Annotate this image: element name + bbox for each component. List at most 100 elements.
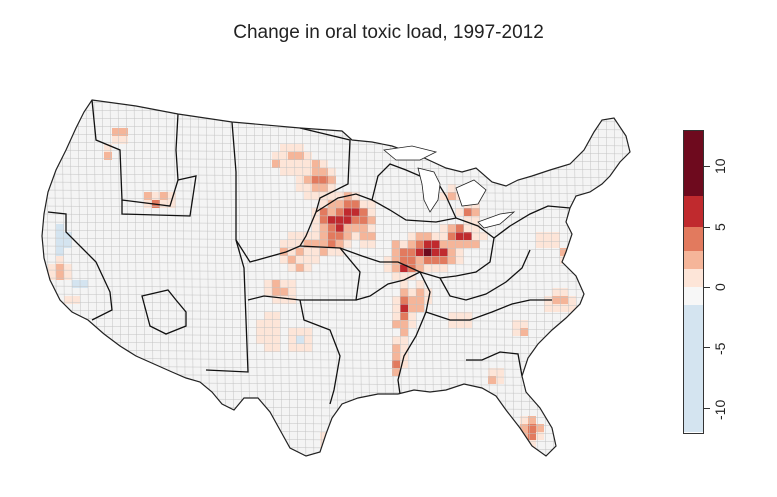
county-cell <box>512 320 520 328</box>
county-line <box>42 453 630 456</box>
county-cell <box>312 248 320 256</box>
county-cell <box>328 192 336 200</box>
county-cell <box>288 264 296 272</box>
legend-tick-label: 5 <box>712 222 728 231</box>
county-cell <box>568 248 576 256</box>
county-cell <box>400 264 408 272</box>
county-line <box>42 237 630 243</box>
county-cell <box>520 416 528 424</box>
county-cell <box>552 232 560 240</box>
county-cell <box>160 192 168 200</box>
legend-bin <box>683 305 703 432</box>
county-cell <box>392 320 400 328</box>
county-cell <box>456 232 464 240</box>
county-cell <box>56 272 64 280</box>
county-cell <box>344 208 352 216</box>
county-cell <box>312 184 320 192</box>
county-cell <box>464 312 472 320</box>
county-cell <box>296 328 304 336</box>
county-cell <box>296 144 304 152</box>
county-cell <box>440 256 448 264</box>
county-cell <box>424 288 432 296</box>
county-cell <box>264 336 272 344</box>
county-cell <box>552 296 560 304</box>
county-cell <box>392 248 400 256</box>
county-cell <box>280 168 288 176</box>
county-cell <box>256 320 264 328</box>
county-cell <box>440 232 448 240</box>
county-line <box>42 100 43 456</box>
county-cell <box>296 248 304 256</box>
county-cell <box>304 344 312 352</box>
county-cell <box>360 240 368 248</box>
county-cell <box>280 240 288 248</box>
county-cell <box>352 208 360 216</box>
county-cell <box>408 296 416 304</box>
county-cell <box>304 248 312 256</box>
county-cell <box>288 344 296 352</box>
county-cell <box>456 320 464 328</box>
county-cell <box>472 224 480 232</box>
county-line <box>42 229 630 235</box>
county-cell <box>448 184 456 192</box>
county-cell <box>392 296 400 304</box>
county-cell <box>288 336 296 344</box>
legend-tick <box>704 347 710 349</box>
county-cell <box>400 312 408 320</box>
county-cell <box>64 264 72 272</box>
county-line <box>42 333 630 339</box>
county-cell <box>264 312 272 320</box>
region-border-delta <box>355 271 431 395</box>
county-cell <box>328 176 336 184</box>
region-border-northeast <box>493 205 571 239</box>
county-cell <box>360 208 368 216</box>
county-cell <box>80 280 88 288</box>
county-cell <box>432 248 440 256</box>
county-cell <box>464 208 472 216</box>
county-cell <box>72 296 80 304</box>
county-cell <box>304 264 312 272</box>
county-cell <box>320 216 328 224</box>
county-cell <box>304 168 312 176</box>
county-cell <box>56 264 64 272</box>
county-cell <box>312 160 320 168</box>
legend-tick <box>704 226 710 228</box>
county-cell <box>328 200 336 208</box>
county-cell <box>288 280 296 288</box>
county-line <box>42 317 630 323</box>
legend-tick <box>704 407 710 409</box>
county-cell <box>104 152 112 160</box>
county-cell <box>304 160 312 168</box>
county-cell <box>112 136 120 144</box>
county-cell <box>264 320 272 328</box>
county-cell <box>344 200 352 208</box>
county-cell <box>288 152 296 160</box>
county-cell <box>296 176 304 184</box>
county-cell <box>464 232 472 240</box>
legend-bin <box>683 226 703 251</box>
county-line <box>221 100 227 456</box>
region-border-mountain <box>205 121 249 373</box>
county-cell <box>264 280 272 288</box>
county-cell <box>416 232 424 240</box>
legend-tick <box>704 287 710 289</box>
county-cell <box>272 312 280 320</box>
county-cell <box>288 328 296 336</box>
county-cell <box>296 336 304 344</box>
county-line <box>42 293 630 299</box>
county-cell <box>64 272 72 280</box>
county-cell <box>296 264 304 272</box>
county-cell <box>328 224 336 232</box>
county-line <box>42 261 630 267</box>
county-cell <box>168 200 176 208</box>
county-cell <box>432 240 440 248</box>
county-cell <box>344 224 352 232</box>
county-cell <box>456 224 464 232</box>
county-cell <box>408 312 416 320</box>
county-cell <box>448 192 456 200</box>
county-cell <box>288 144 296 152</box>
county-cell <box>408 304 416 312</box>
county-line <box>269 100 275 456</box>
legend-bin <box>683 287 703 306</box>
county-cell <box>520 424 528 432</box>
